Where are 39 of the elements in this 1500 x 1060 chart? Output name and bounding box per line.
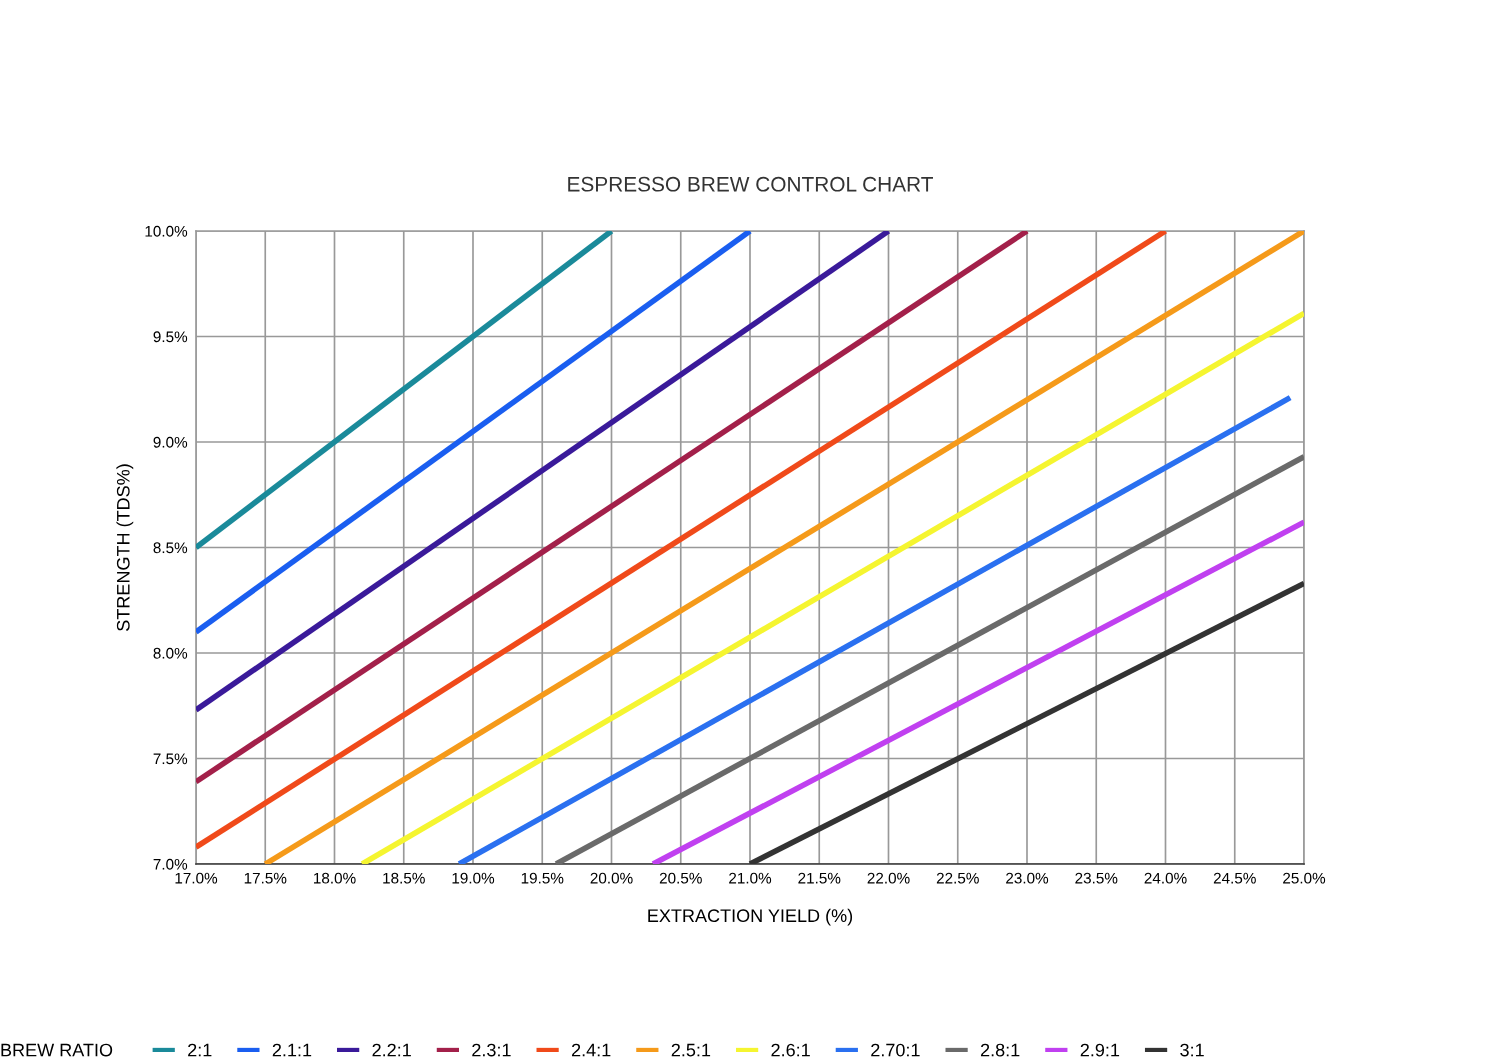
legend-label: 2.70:1 [871, 1043, 920, 1057]
x-tick-label: 18.0% [314, 872, 356, 884]
x-tick-label: 24.0% [1144, 872, 1187, 884]
legend-label: 2.6:1 [771, 1043, 810, 1057]
x-tick-label: 19.5% [521, 872, 564, 884]
x-tick-label: 19.0% [452, 872, 495, 884]
legend-label: 2.4:1 [571, 1043, 611, 1057]
y-tick-label: 7.0% [153, 858, 188, 870]
x-tick-label: 22.5% [936, 872, 979, 884]
x-tick-label: 21.0% [729, 872, 772, 884]
legend-label: 2.5:1 [671, 1043, 711, 1057]
y-tick-label: 9.5% [153, 331, 188, 343]
legend-label: 2.9:1 [1080, 1043, 1120, 1057]
x-tick-label: 23.5% [1075, 872, 1118, 884]
x-tick-label: 22.0% [867, 872, 910, 884]
x-tick-label: 20.5% [659, 872, 702, 884]
legend-label: 2.1:1 [272, 1043, 312, 1057]
legend-title: BREW RATIO [1, 1043, 113, 1057]
y-tick-label: 8.0% [153, 647, 188, 659]
x-tick-label: 18.5% [383, 872, 425, 884]
y-tick-label: 7.5% [153, 753, 188, 765]
x-tick-label: 25.0% [1283, 872, 1326, 884]
y-tick-label: 8.5% [153, 542, 188, 554]
legend-label: 2.8:1 [980, 1043, 1020, 1057]
y-tick-label: 9.0% [153, 436, 188, 448]
legend-label: 3:1 [1180, 1043, 1204, 1057]
legend-label: 2.2:1 [372, 1043, 411, 1057]
y-tick-label: 10.0% [145, 225, 188, 237]
x-tick-label: 24.5% [1213, 872, 1256, 884]
x-tick-label: 23.0% [1006, 872, 1049, 884]
x-tick-label: 17.0% [175, 872, 218, 884]
x-tick-label: 21.5% [798, 872, 841, 884]
x-tick-label: 17.5% [244, 872, 287, 884]
chart-title: ESPRESSO BREW CONTROL CHART [568, 176, 933, 192]
x-tick-label: 20.0% [590, 872, 633, 884]
legend-label: 2.3:1 [472, 1043, 511, 1057]
x-axis-title: EXTRACTION YIELD (%) [648, 908, 853, 926]
y-axis-title: STRENGTH (TDS%) [116, 464, 134, 631]
legend-label: 2:1 [188, 1043, 212, 1057]
